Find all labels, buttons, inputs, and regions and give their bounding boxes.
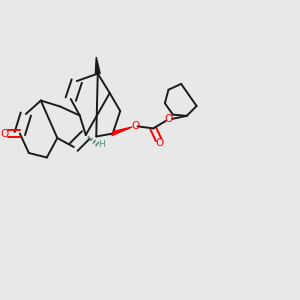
Text: O: O — [155, 138, 163, 148]
Text: O: O — [165, 114, 173, 124]
Polygon shape — [112, 127, 132, 136]
Text: O: O — [132, 121, 140, 131]
Polygon shape — [95, 57, 100, 74]
Text: H: H — [98, 140, 105, 148]
Text: O: O — [0, 128, 8, 139]
